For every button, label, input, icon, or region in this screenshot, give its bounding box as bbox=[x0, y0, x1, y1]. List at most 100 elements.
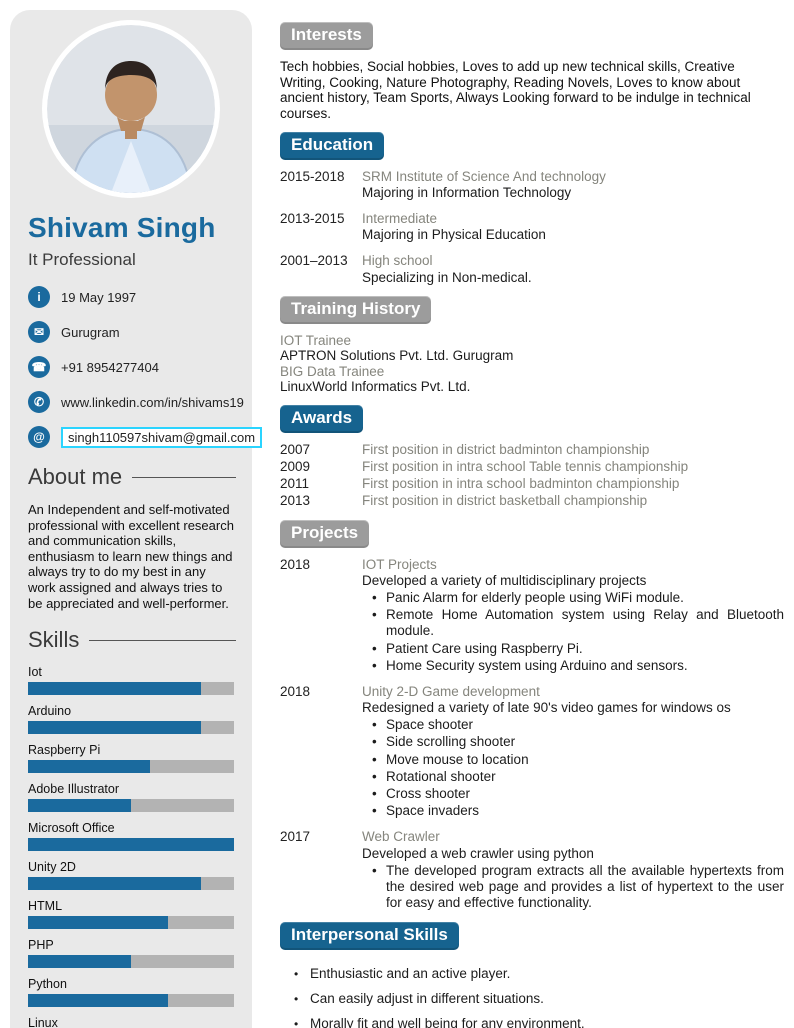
project-desc: Developed a web crawler using python bbox=[362, 845, 594, 861]
skill-bar-fill bbox=[28, 955, 131, 969]
section-interests: Interests Tech hobbies, Social hobbies, … bbox=[280, 22, 784, 122]
contact-row: ☎ +91 8954277404 bbox=[28, 356, 236, 378]
skill-label: Raspberry Pi bbox=[28, 743, 101, 758]
skill-item: PHP bbox=[28, 938, 234, 969]
project-bullet: • Cross shooter bbox=[372, 786, 471, 801]
project-bullet: • Home Security system using Arduino and… bbox=[372, 657, 688, 673]
awards-rows: 2007 First position in district badminto… bbox=[280, 442, 784, 510]
education-row: 2001–2013 High school Specializing in No… bbox=[280, 253, 784, 285]
skill-bar-track bbox=[28, 994, 234, 1008]
contact-row: @ singh110597shivam@gmail.com bbox=[28, 426, 263, 448]
project-bullet: • Move mouse to location bbox=[372, 751, 529, 767]
interests-heading-badge: Interests bbox=[280, 22, 373, 50]
education-detail: Specializing in Non-medical. bbox=[362, 269, 532, 285]
skills-list: Iot Arduino Raspberry Pi bbox=[26, 665, 236, 1028]
project-entry: 2018 IOT Projects Developed a variety of… bbox=[280, 557, 784, 675]
project-entries: 2018 IOT Projects Developed a variety of… bbox=[280, 557, 784, 913]
mail-icon: ✉ bbox=[28, 321, 50, 343]
section-training: Training History IOT Trainee APTRON Solu… bbox=[280, 295, 784, 395]
info-icon: i bbox=[28, 286, 50, 308]
education-period: 2001–2013 bbox=[280, 253, 348, 269]
phone-receiver-icon: ✆ bbox=[28, 391, 50, 413]
award-text: First position in district badminton cha… bbox=[362, 441, 650, 457]
award-text: First position in intra school Table ten… bbox=[362, 459, 689, 474]
training-line: LinuxWorld Informatics Pvt. Ltd. bbox=[280, 379, 471, 395]
award-text: First position in district basketball ch… bbox=[362, 493, 648, 509]
at-icon: @ bbox=[28, 426, 50, 448]
education-period: 2013-2015 bbox=[280, 211, 345, 226]
bullet-icon: • bbox=[372, 803, 377, 819]
bullet-icon: • bbox=[372, 786, 377, 801]
project-entry: 2017 Web Crawler Developed a web crawler… bbox=[280, 829, 784, 912]
skill-bar-fill bbox=[28, 916, 169, 930]
bullet-icon: • bbox=[372, 640, 377, 656]
project-bullet: • Space shooter bbox=[372, 717, 474, 733]
bullet-icon: • bbox=[372, 607, 377, 623]
award-year: 2009 bbox=[280, 459, 311, 474]
main-column: Interests Tech hobbies, Social hobbies, … bbox=[252, 10, 786, 1028]
about-heading: About me bbox=[28, 464, 236, 490]
skill-bar-track bbox=[28, 838, 234, 852]
award-year: 2007 bbox=[280, 441, 311, 457]
section-education: Education 2015-2018 SRM Institute of Sci… bbox=[280, 131, 784, 286]
bullet-icon: • bbox=[294, 992, 299, 1007]
section-projects: Projects 2018 IOT Projects Developed a v… bbox=[280, 519, 784, 913]
skill-label: Adobe Illustrator bbox=[28, 782, 120, 797]
contact-text: Gurugram bbox=[61, 324, 120, 340]
profile-photo-image bbox=[47, 25, 215, 193]
project-bullets: • The developed program extracts all the… bbox=[362, 863, 784, 912]
skill-bar-fill bbox=[28, 877, 202, 891]
contact-text: 19 May 1997 bbox=[61, 289, 137, 305]
education-detail: Majoring in Information Technology bbox=[362, 184, 572, 200]
skill-item: Unity 2D bbox=[28, 860, 234, 891]
sidebar: Shivam Singh It Professional i 19 May 19… bbox=[10, 10, 263, 1028]
bullet-icon: • bbox=[372, 657, 377, 673]
skill-item: HTML bbox=[28, 899, 234, 930]
project-year: 2018 bbox=[280, 556, 311, 572]
skill-item: Iot bbox=[28, 665, 234, 696]
skill-label: Microsoft Office bbox=[28, 821, 115, 836]
education-detail: Majoring in Physical Education bbox=[362, 227, 546, 243]
skill-label: Arduino bbox=[28, 704, 72, 719]
training-line: APTRON Solutions Pvt. Ltd. Gurugram bbox=[280, 348, 514, 364]
interpersonal-heading-badge: Interpersonal Skills bbox=[280, 922, 459, 951]
skill-item: Microsoft Office bbox=[28, 821, 234, 852]
skill-bar-fill bbox=[28, 760, 150, 774]
bullet-icon: • bbox=[294, 967, 299, 982]
skill-bar-track bbox=[28, 682, 234, 696]
education-row: 2013-2015 Intermediate Majoring in Physi… bbox=[280, 211, 784, 243]
skill-label: HTML bbox=[28, 899, 63, 914]
project-year: 2018 bbox=[280, 683, 311, 699]
project-title: Unity 2-D Game development bbox=[362, 683, 540, 699]
project-bullet: • Remote Home Automation system using Re… bbox=[372, 607, 784, 639]
interpersonal-bullets: • Enthusiastic and an active player. • C… bbox=[280, 966, 784, 1028]
bullet-icon: • bbox=[372, 768, 377, 784]
project-bullet: • Side scrolling shooter bbox=[372, 734, 516, 750]
bullet-icon: • bbox=[372, 589, 377, 605]
contact-row: i 19 May 1997 bbox=[28, 286, 236, 308]
interpersonal-bullet: • Morally fit and well being for any env… bbox=[294, 1016, 784, 1028]
training-line: IOT Trainee bbox=[280, 332, 352, 348]
skill-label: PHP bbox=[28, 938, 54, 953]
section-awards: Awards 2007 First position in district b… bbox=[280, 404, 784, 510]
project-desc: Developed a variety of multidisciplinary… bbox=[362, 572, 647, 588]
skill-item: Linux bbox=[28, 1016, 234, 1028]
project-title: Web Crawler bbox=[362, 829, 440, 845]
skill-label: Linux bbox=[28, 1016, 58, 1028]
skill-bar-track bbox=[28, 877, 234, 891]
bullet-icon: • bbox=[372, 717, 377, 733]
skill-bar-track bbox=[28, 760, 234, 774]
award-year: 2013 bbox=[280, 493, 311, 509]
skill-bar-fill bbox=[28, 721, 202, 735]
contact-row: ✆ www.linkedin.com/in/shivams19 bbox=[28, 391, 244, 413]
project-title: IOT Projects bbox=[362, 556, 437, 572]
skill-bar-fill bbox=[28, 682, 202, 696]
award-row: 2011 First position in intra school badm… bbox=[280, 476, 784, 492]
skill-bar-track bbox=[28, 799, 234, 813]
skill-item: Arduino bbox=[28, 704, 234, 735]
award-year: 2011 bbox=[280, 476, 310, 492]
about-text: An Independent and self-motivated profes… bbox=[28, 502, 234, 611]
bullet-icon: • bbox=[372, 751, 377, 767]
contact-list: i 19 May 1997 ✉ Gurugram ☎ +91 895427740… bbox=[26, 286, 263, 448]
training-line: BIG Data Trainee bbox=[280, 363, 385, 379]
